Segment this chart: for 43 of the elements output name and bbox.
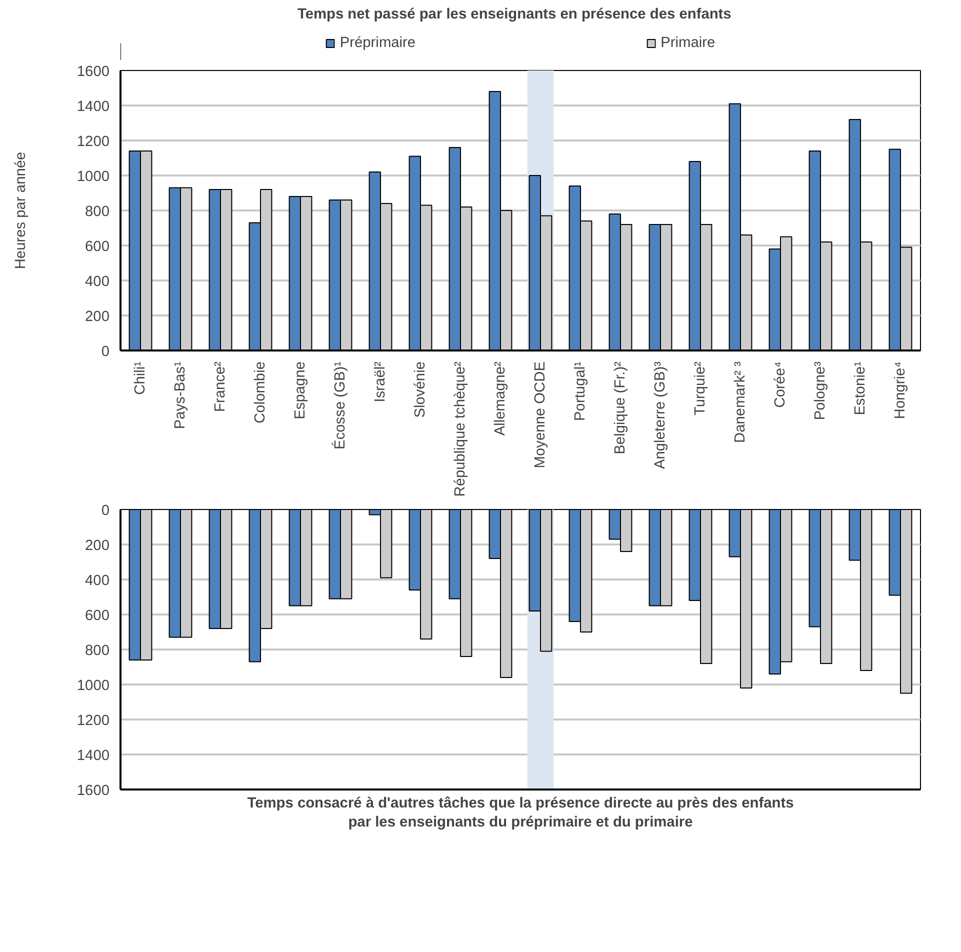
y-tick-label: 1200 [76, 134, 110, 150]
y-tick-label: 400 [85, 274, 110, 290]
y-tick-label: 1600 [76, 783, 110, 799]
x-tick-label: Estonie¹ [852, 361, 868, 416]
x-tick-label: République tchèque² [452, 361, 468, 497]
x-tick-label: Slovénie [412, 361, 428, 418]
y-tick-label: 600 [85, 239, 110, 255]
x-tick-label: Pologne³ [812, 361, 828, 420]
x-tick-label: Portugal¹ [572, 361, 588, 421]
x-tick-label: Allemagne² [492, 361, 508, 436]
y-axis-title: Heures par année [12, 152, 29, 270]
x-tick-label: Colombie [252, 361, 268, 424]
y-tick-label: 1200 [76, 713, 110, 729]
x-tick-label: Pays-Bas¹ [172, 361, 188, 430]
chart-title: Temps net passé par les enseignants en présence des enfants [297, 6, 732, 22]
y-tick-label: 200 [85, 538, 110, 554]
x-axis-title: Temps consacré à d'autres tâches que la présence directe au près des enfants par les enseignants du préprimaire et du primaire [247, 796, 794, 831]
x-tick-label: Moyenne OCDE [532, 361, 548, 468]
x-tick-label: France² [212, 361, 228, 412]
x-tick-label: Chili¹ [132, 361, 148, 395]
x-tick-label: Corée⁴ [772, 361, 788, 408]
legend-label: Préprimaire [340, 35, 416, 51]
y-tick-label: 800 [85, 643, 110, 659]
x-tick-label: Hongrie⁴ [892, 362, 908, 420]
y-tick-label: 1600 [76, 64, 110, 80]
y-tick-label: 1000 [76, 169, 110, 185]
y-tick-label: 800 [85, 204, 110, 220]
x-tick-label: Belgique (Fr.)² [612, 361, 628, 454]
x-tick-label: Danemark² ³ [732, 361, 748, 443]
y-tick-label: 1400 [76, 748, 110, 764]
y-tick-label: 400 [85, 573, 110, 589]
legend-label: Primaire [660, 35, 716, 51]
y-tick-label: 0 [101, 503, 110, 519]
x-tick-label: Turquie² [692, 361, 708, 416]
y-tick-label: 0 [101, 344, 110, 360]
y-tick-label: 600 [85, 608, 110, 624]
x-tick-label: Angleterre (GB)³ [652, 361, 668, 470]
x-tick-label: Écosse (GB)¹ [332, 361, 348, 450]
y-tick-label: 1400 [76, 99, 110, 115]
y-tick-label: 200 [85, 309, 110, 325]
y-tick-label: 1000 [76, 678, 110, 694]
x-tick-label: Israël² [372, 361, 388, 402]
x-tick-label: Espagne [292, 362, 308, 420]
